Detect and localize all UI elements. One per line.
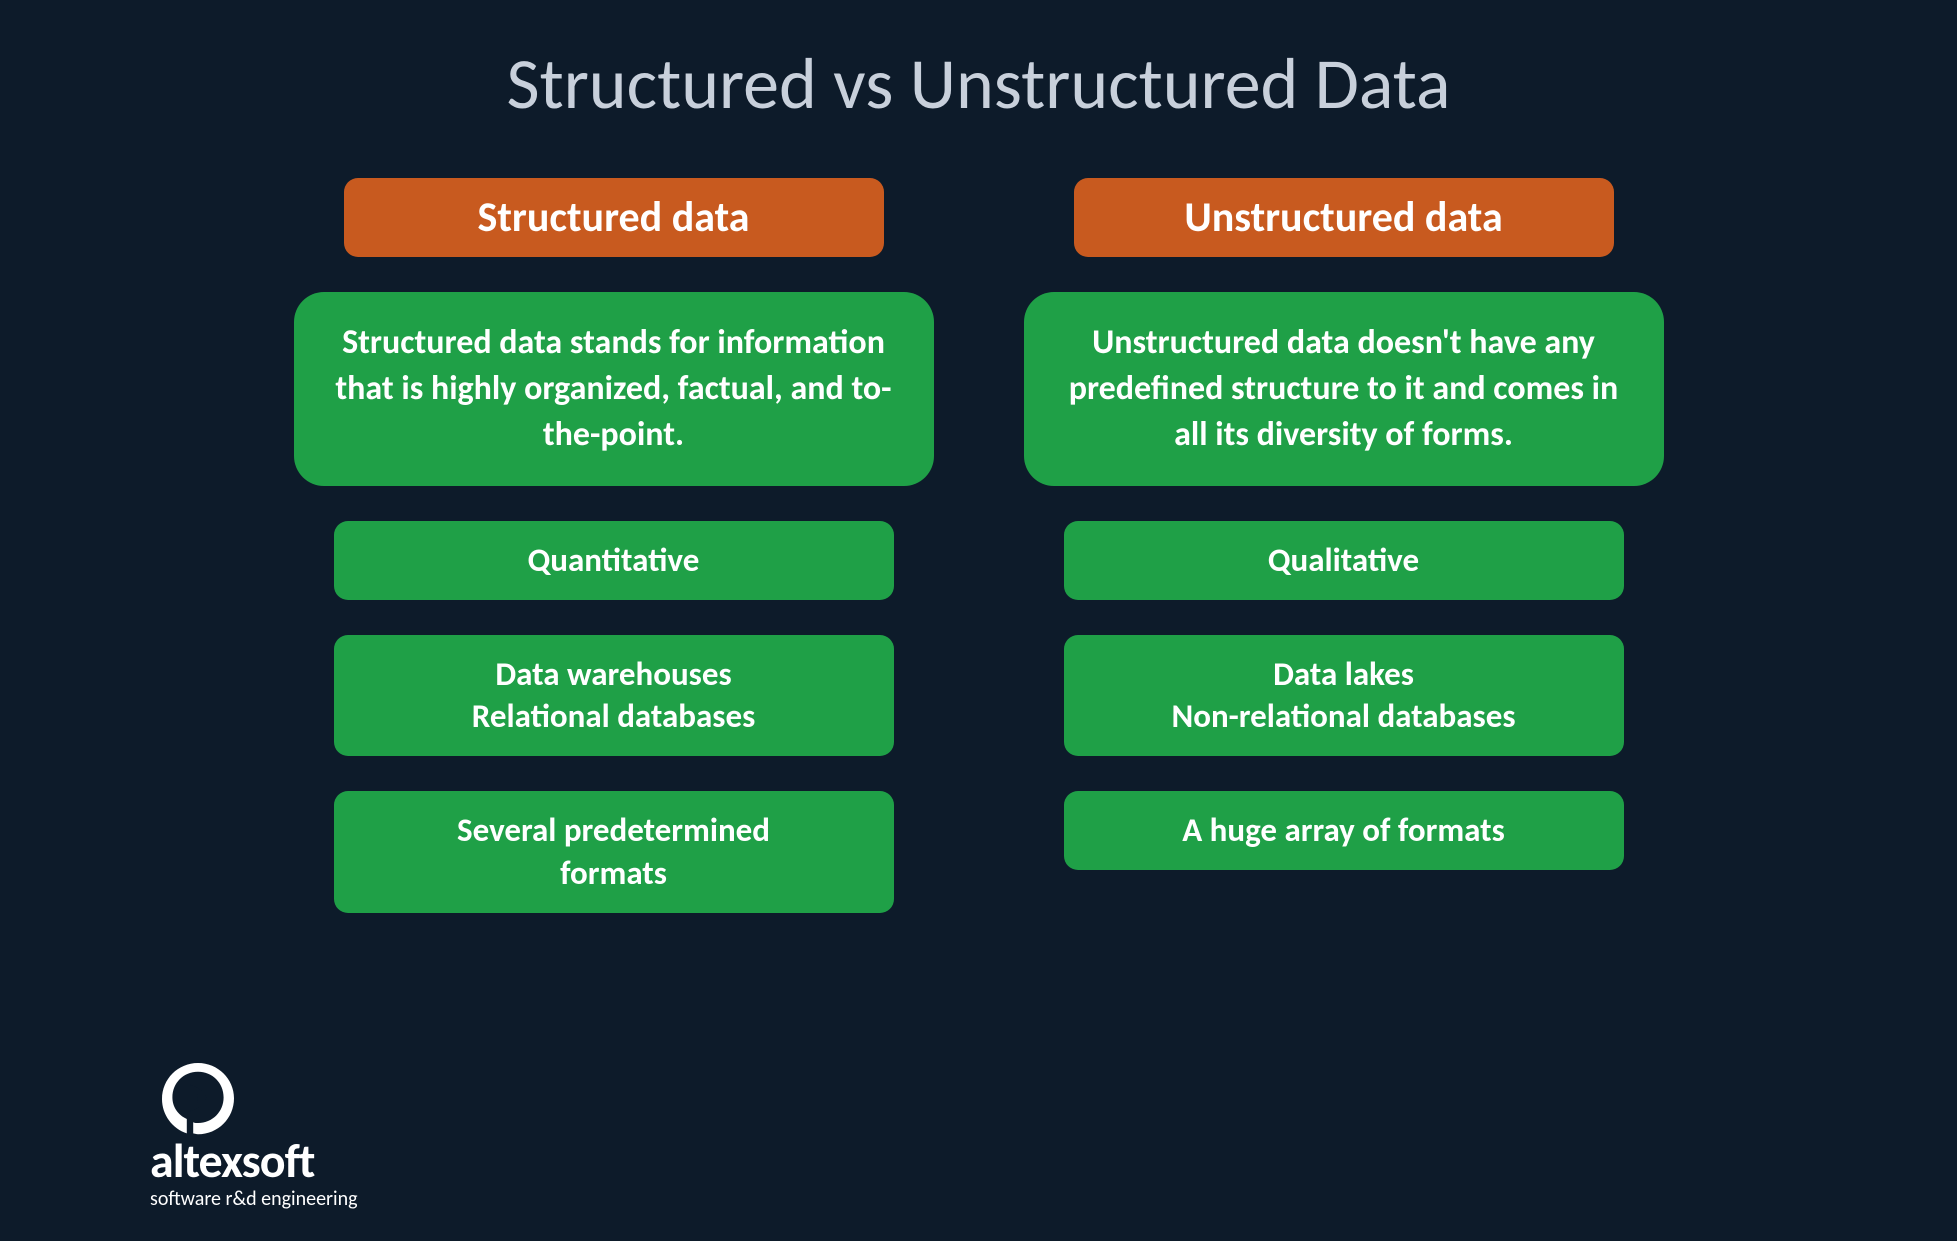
main-title: Structured vs Unstructured Data bbox=[0, 0, 1957, 178]
unstructured-item-3: A huge array of formats bbox=[1064, 791, 1624, 870]
structured-item-1: Quantitative bbox=[334, 521, 894, 600]
item-line: Relational databases bbox=[374, 695, 854, 738]
altexsoft-icon bbox=[158, 1059, 238, 1139]
item-line: A huge array of formats bbox=[1104, 809, 1584, 852]
item-line: Qualitative bbox=[1104, 539, 1584, 582]
brand-logo: altexsoft software r&d engineering bbox=[150, 1059, 358, 1211]
unstructured-header: Unstructured data bbox=[1074, 178, 1614, 257]
structured-item-2: Data warehouses Relational databases bbox=[334, 635, 894, 757]
item-line: Several predetermined bbox=[374, 809, 854, 852]
logo-subtitle: software r&d engineering bbox=[150, 1187, 358, 1211]
item-line: Data lakes bbox=[1104, 653, 1584, 696]
item-line: Quantitative bbox=[374, 539, 854, 582]
comparison-columns: Structured data Structured data stands f… bbox=[0, 178, 1957, 913]
item-line: Non-relational databases bbox=[1104, 695, 1584, 738]
unstructured-item-1: Qualitative bbox=[1064, 521, 1624, 600]
unstructured-column: Unstructured data Unstructured data does… bbox=[1019, 178, 1669, 913]
unstructured-description: Unstructured data doesn't have any prede… bbox=[1024, 292, 1664, 486]
unstructured-item-2: Data lakes Non-relational databases bbox=[1064, 635, 1624, 757]
structured-header: Structured data bbox=[344, 178, 884, 257]
item-line: formats bbox=[374, 852, 854, 895]
structured-item-3: Several predetermined formats bbox=[334, 791, 894, 913]
logo-name: altexsoft bbox=[150, 1137, 314, 1185]
structured-column: Structured data Structured data stands f… bbox=[289, 178, 939, 913]
structured-description: Structured data stands for information t… bbox=[294, 292, 934, 486]
item-line: Data warehouses bbox=[374, 653, 854, 696]
